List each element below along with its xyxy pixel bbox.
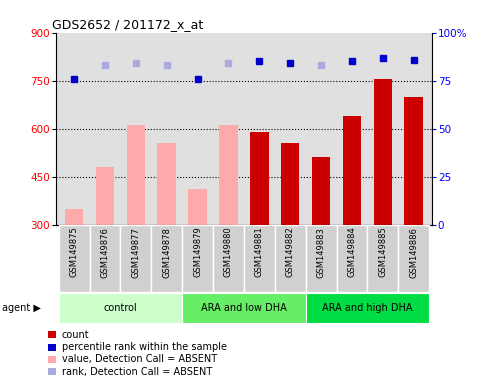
Text: control: control <box>103 303 137 313</box>
Bar <box>58 225 89 292</box>
Bar <box>89 225 120 292</box>
Bar <box>275 225 306 292</box>
Bar <box>404 97 423 225</box>
Bar <box>337 225 368 292</box>
Bar <box>281 143 299 225</box>
Text: GSM149881: GSM149881 <box>255 227 264 277</box>
Text: ARA and high DHA: ARA and high DHA <box>322 303 412 313</box>
Bar <box>151 225 182 292</box>
Text: GSM149886: GSM149886 <box>409 227 418 278</box>
Text: GSM149877: GSM149877 <box>131 227 141 278</box>
Bar <box>343 116 361 225</box>
Bar <box>306 293 429 323</box>
Bar <box>96 167 114 225</box>
Text: GSM149882: GSM149882 <box>286 227 295 277</box>
Bar <box>182 225 213 292</box>
Bar <box>65 209 84 225</box>
Bar <box>312 157 330 225</box>
Text: GSM149883: GSM149883 <box>317 227 326 278</box>
Bar <box>58 293 182 323</box>
Bar <box>188 189 207 225</box>
Text: GSM149879: GSM149879 <box>193 227 202 277</box>
Text: rank, Detection Call = ABSENT: rank, Detection Call = ABSENT <box>62 367 212 377</box>
Bar <box>368 225 398 292</box>
Bar <box>306 225 337 292</box>
Text: GSM149884: GSM149884 <box>347 227 356 277</box>
Bar <box>374 79 392 225</box>
Text: GSM149875: GSM149875 <box>70 227 79 277</box>
Bar <box>219 126 238 225</box>
Text: ARA and low DHA: ARA and low DHA <box>201 303 287 313</box>
Text: count: count <box>62 330 89 340</box>
Text: GSM149876: GSM149876 <box>100 227 110 278</box>
Bar <box>398 225 429 292</box>
Text: GSM149880: GSM149880 <box>224 227 233 277</box>
Text: percentile rank within the sample: percentile rank within the sample <box>62 342 227 352</box>
Bar <box>120 225 151 292</box>
Bar <box>213 225 244 292</box>
Text: GDS2652 / 201172_x_at: GDS2652 / 201172_x_at <box>52 18 203 31</box>
Bar <box>157 143 176 225</box>
Text: value, Detection Call = ABSENT: value, Detection Call = ABSENT <box>62 354 217 364</box>
Text: GSM149878: GSM149878 <box>162 227 171 278</box>
Text: agent ▶: agent ▶ <box>2 303 41 313</box>
Bar <box>182 293 306 323</box>
Bar <box>244 225 275 292</box>
Bar <box>127 126 145 225</box>
Bar <box>250 132 269 225</box>
Text: GSM149885: GSM149885 <box>378 227 387 277</box>
